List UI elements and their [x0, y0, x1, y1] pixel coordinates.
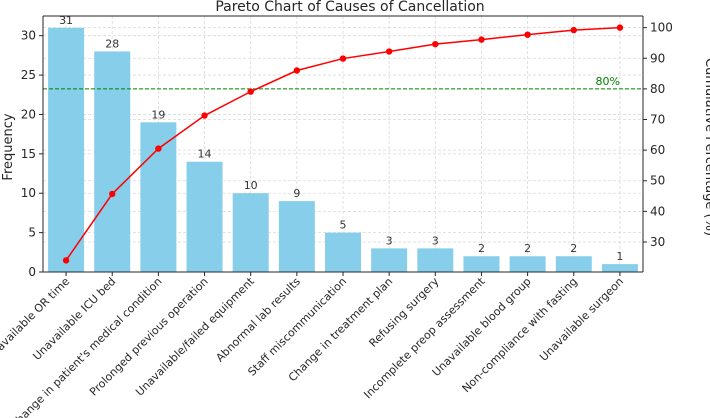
y2-tick-label: 80 — [650, 82, 665, 96]
bar-value-label: 3 — [432, 234, 439, 247]
bar — [555, 256, 592, 272]
bar — [94, 51, 131, 273]
category-label: Unavailable surgeon — [537, 275, 626, 364]
bar — [601, 264, 638, 272]
bar — [325, 232, 361, 272]
y2-tick-label: 30 — [650, 235, 665, 249]
bar — [463, 256, 500, 272]
category-label: Abnormal lab results — [213, 275, 303, 365]
bar-value-label: 2 — [478, 242, 485, 255]
cumulative-point — [478, 36, 485, 43]
bar-value-label: 19 — [151, 108, 165, 121]
bar-value-label: 2 — [524, 242, 531, 255]
cumulative-point — [385, 48, 393, 55]
y2-tick-label: 70 — [650, 113, 665, 127]
y-tick-label: 30 — [21, 29, 36, 43]
bar — [371, 248, 408, 272]
y-tick-label: 5 — [28, 226, 36, 240]
bar-value-label: 3 — [386, 234, 393, 247]
reference-line-group: 80% — [43, 75, 643, 90]
bar-value-label: 5 — [340, 219, 347, 232]
y-tick-label: 15 — [21, 147, 36, 161]
bar-value-label: 2 — [570, 242, 577, 255]
y2-tick-label: 90 — [650, 51, 665, 65]
bar — [278, 201, 315, 272]
cumulative-point — [616, 24, 624, 31]
bar — [186, 161, 223, 272]
cumulative-point — [339, 55, 347, 62]
cumulative-point — [62, 257, 70, 264]
y2-tick-label: 40 — [650, 204, 665, 218]
bar — [48, 27, 85, 272]
y-tick-label: 0 — [28, 265, 36, 279]
y2-tick-label: 60 — [650, 143, 665, 157]
bar-value-label: 14 — [198, 148, 212, 161]
bar-value-label: 1 — [616, 250, 623, 263]
bar — [140, 122, 177, 272]
bar — [232, 193, 269, 272]
y2-axis-title: Cumulative Percentage (%) — [702, 58, 710, 236]
y2-tick-label: 50 — [650, 174, 665, 188]
bars — [48, 27, 638, 273]
bar-value-label: 9 — [293, 187, 300, 200]
cumulative-point — [570, 26, 577, 34]
bar — [509, 256, 546, 272]
y-tick-label: 10 — [21, 186, 36, 200]
reference-line-label: 80% — [596, 75, 620, 88]
cumulative-point — [155, 145, 162, 152]
cumulative-point — [293, 67, 301, 74]
cumulative-point — [201, 112, 208, 119]
y-axis-title: Frequency — [1, 113, 16, 180]
axes — [39, 15, 647, 276]
cumulative-point — [524, 31, 531, 38]
bar-value-label: 28 — [105, 37, 119, 50]
y-tick-label: 25 — [21, 68, 36, 82]
y-tick-label: 20 — [21, 107, 36, 121]
category-label: Unavailable ICU bed — [30, 275, 118, 363]
cumulative-line-group — [62, 24, 624, 264]
cumulative-point — [432, 40, 439, 48]
y2-tick-label: 100 — [650, 21, 673, 35]
bar — [417, 248, 454, 272]
cumulative-point — [109, 190, 116, 198]
cumulative-point — [247, 88, 254, 95]
bar-value-label: 31 — [59, 14, 73, 27]
chart-title: Pareto Chart of Causes of Cancellation — [215, 0, 484, 15]
bar-value-label: 10 — [244, 179, 258, 192]
